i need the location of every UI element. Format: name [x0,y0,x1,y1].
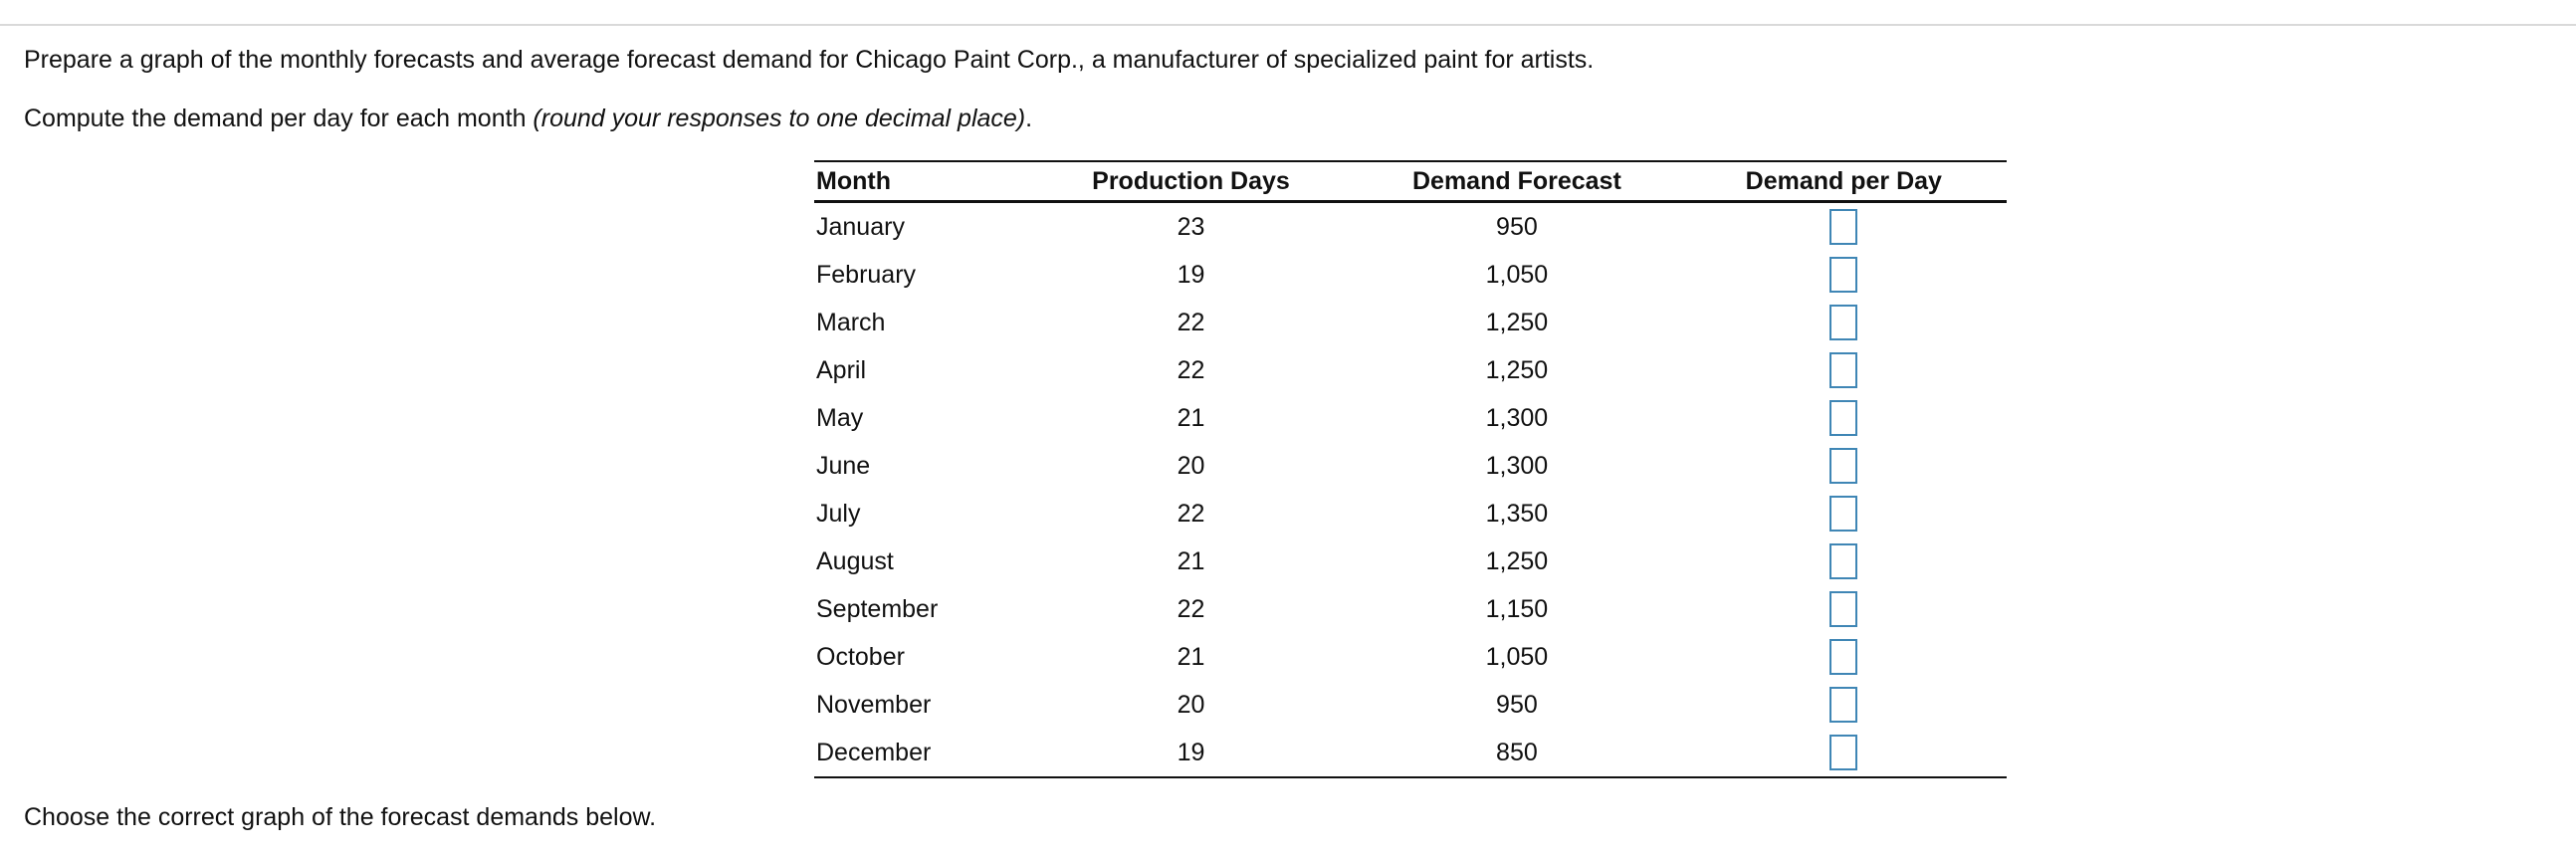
demand-per-day-input[interactable] [1829,543,1858,579]
table-row: August 21 1,250 [814,537,2007,585]
table-row: July 22 1,350 [814,490,2007,537]
month-cell: January [816,212,905,241]
demand-per-day-input[interactable] [1829,735,1858,770]
instruction-period: . [1025,105,1033,132]
demand-forecast-cell: 1,250 [1485,546,1549,575]
table-row: December 19 850 [814,729,2007,778]
demand-forecast-cell: 850 [1353,729,1681,778]
table-header-row: Month Production Days Demand Forecast De… [814,160,2007,203]
production-days-cell: 22 [1177,499,1205,528]
instruction-graph: Prepare a graph of the monthly forecasts… [24,46,1595,74]
demand-per-day-cell [1681,490,2007,537]
production-days-cell: 23 [1177,212,1205,241]
production-days-cell: 19 [1028,729,1354,778]
table-row: March 22 1,250 [814,299,2007,346]
demand-per-day-input[interactable] [1829,209,1858,245]
demand-per-day-cell [1681,633,2007,681]
table-row: September 22 1,150 [814,585,2007,633]
demand-per-day-input[interactable] [1829,687,1858,723]
demand-forecast-cell: 950 [1496,690,1538,719]
production-days-cell: 21 [1177,546,1205,575]
demand-per-day-input[interactable] [1829,257,1858,293]
demand-per-day-cell [1681,299,2007,346]
demand-per-day-cell [1681,394,2007,442]
top-divider [0,24,2576,26]
demand-forecast-cell: 1,300 [1485,403,1549,432]
header-month: Month [814,160,1029,203]
month-cell: March [816,308,886,336]
month-cell: December [814,729,1029,778]
production-days-cell: 20 [1177,690,1205,719]
demand-forecast-cell: 1,350 [1485,499,1549,528]
demand-forecast-cell: 950 [1496,212,1538,241]
demand-per-day-input[interactable] [1829,400,1858,436]
demand-forecast-cell: 1,250 [1485,308,1549,336]
demand-per-day-input[interactable] [1829,496,1858,532]
month-cell: August [816,546,894,575]
demand-forecast-cell: 1,300 [1485,451,1549,480]
production-days-cell: 22 [1177,355,1205,384]
table-row: February 19 1,050 [814,251,2007,299]
demand-forecast-cell: 1,050 [1485,260,1549,289]
production-days-cell: 19 [1177,260,1205,289]
demand-per-day-input[interactable] [1829,305,1858,340]
production-days-cell: 21 [1177,403,1205,432]
forecast-table: Month Production Days Demand Forecast De… [814,160,2007,778]
demand-per-day-cell [1681,442,2007,490]
month-cell: September [816,594,939,623]
demand-forecast-cell: 1,050 [1485,642,1549,671]
demand-forecast-cell: 1,150 [1485,594,1549,623]
table-row: May 21 1,300 [814,394,2007,442]
instruction-compute-text: Compute the demand per day for each mont… [24,105,534,132]
table-row: November 20 950 [814,681,2007,729]
rounding-note: (round your responses to one decimal pla… [533,105,1026,132]
instruction-compute: Compute the demand per day for each mont… [24,104,1032,133]
demand-per-day-cell [1681,681,2007,729]
header-demand-per-day: Demand per Day [1680,160,2007,203]
table-row: October 21 1,050 [814,633,2007,681]
month-cell: October [816,642,905,671]
table-row: January 23 950 [814,202,2007,252]
demand-per-day-cell [1681,202,2007,252]
demand-forecast-cell: 1,250 [1485,355,1549,384]
month-cell: May [816,403,864,432]
table-row: April 22 1,250 [814,346,2007,394]
month-cell: June [816,451,871,480]
header-production-days: Production Days [1028,160,1354,203]
table-row: June 20 1,300 [814,442,2007,490]
demand-per-day-cell [1681,585,2007,633]
production-days-cell: 21 [1177,642,1205,671]
production-days-cell: 22 [1177,308,1205,336]
demand-per-day-cell [1681,537,2007,585]
demand-per-day-cell [1681,346,2007,394]
demand-per-day-input[interactable] [1829,448,1858,484]
header-demand-forecast: Demand Forecast [1353,160,1681,203]
production-days-cell: 20 [1177,451,1205,480]
month-cell: July [816,499,861,528]
demand-per-day-input[interactable] [1829,352,1858,388]
month-cell: February [816,260,917,289]
production-days-cell: 22 [1177,594,1205,623]
table-body: January 23 950 February 19 1,050 March 22 1,250 A… [814,202,2007,778]
graph-choice-prompt: Choose the correct graph of the forecast… [24,803,657,831]
month-cell: April [816,355,867,384]
demand-per-day-input[interactable] [1829,591,1858,627]
demand-per-day-cell [1681,251,2007,299]
demand-per-day-input[interactable] [1829,639,1858,675]
demand-per-day-cell [1680,729,2007,778]
month-cell: November [816,690,932,719]
